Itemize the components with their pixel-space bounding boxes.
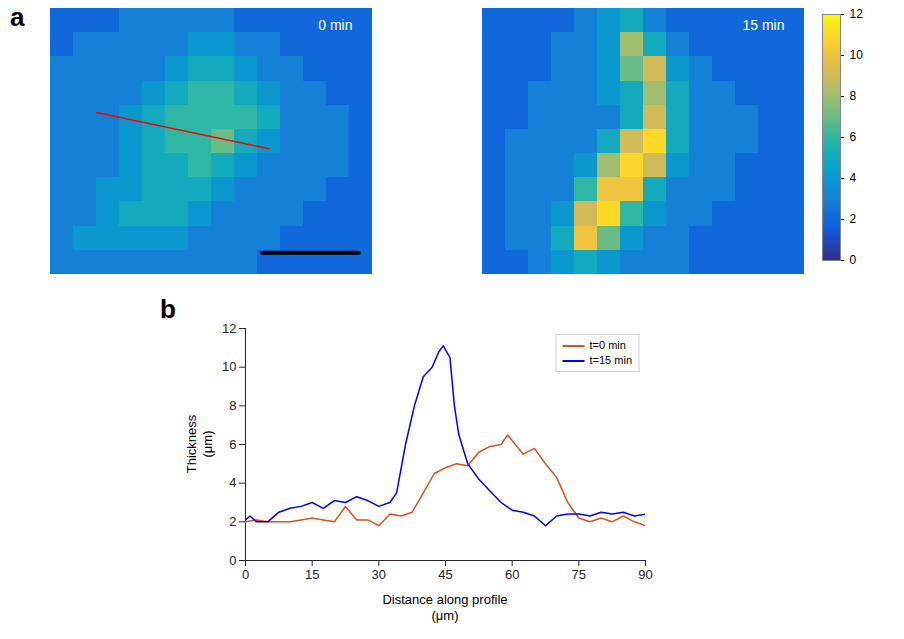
svg-text:2: 2 [229,514,236,529]
svg-text:75: 75 [572,567,586,582]
svg-text:60: 60 [505,567,519,582]
svg-text:0: 0 [229,553,236,568]
svg-text:12: 12 [850,7,864,21]
svg-text:30: 30 [372,567,386,582]
svg-text:15: 15 [305,567,319,582]
html-text:a: a [10,2,25,32]
svg-text:4: 4 [229,475,236,490]
html-text:t=15 min: t=15 min [589,354,632,366]
html-text:b: b [160,294,176,324]
svg-text:90: 90 [638,567,652,582]
html-text:t=0 min: t=0 min [589,339,626,351]
svg-text:6: 6 [850,130,857,144]
svg-text:0 min: 0 min [318,17,352,33]
svg-text:8: 8 [850,89,857,103]
svg-text:0: 0 [242,567,249,582]
svg-text:10: 10 [850,48,864,62]
svg-text:10: 10 [222,359,236,374]
svg-text:4: 4 [850,171,857,185]
svg-text:6: 6 [229,437,236,452]
svg-text:45: 45 [438,567,452,582]
svg-text:15 min: 15 min [742,17,784,33]
svg-text:2: 2 [850,212,857,226]
svg-text:0: 0 [850,253,857,267]
svg-text:12: 12 [222,321,236,336]
svg-text:8: 8 [229,398,236,413]
html-text:Distance along profile (μm): Distance along profile (μm) [382,592,508,623]
html-text:Thickness (μm): Thickness (μm) [184,414,215,474]
